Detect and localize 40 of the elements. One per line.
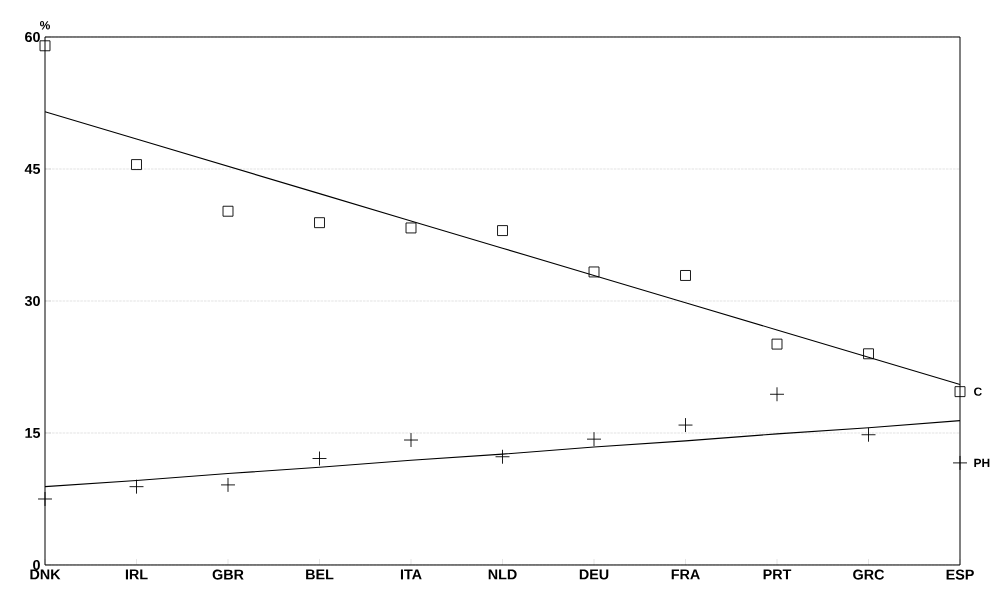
point [863, 348, 874, 360]
x-tick-label: GBR [212, 569, 244, 580]
point [37, 491, 53, 507]
point [586, 431, 602, 447]
x-tick-label: NLD [488, 569, 517, 580]
x-tick-label: DEU [579, 569, 609, 580]
series-label: PH [974, 458, 990, 468]
point [222, 205, 234, 217]
point [129, 479, 144, 495]
point [314, 217, 325, 229]
x-tick-label: IRL [125, 569, 148, 580]
point [771, 338, 783, 350]
x-tick-label: DNK [30, 569, 61, 580]
point [861, 427, 876, 443]
x-tick-label: FRA [671, 569, 700, 580]
point [588, 266, 600, 278]
x-tick-label: ESP [946, 569, 974, 580]
y-tick-label: 45 [24, 163, 41, 174]
point [131, 159, 142, 171]
point [678, 417, 693, 433]
point [769, 386, 785, 402]
point [405, 222, 417, 234]
point [954, 386, 966, 398]
x-tick-label: PRT [763, 569, 792, 580]
y-tick-label: 60 [25, 31, 40, 43]
point [220, 477, 236, 493]
series-label: C [974, 387, 982, 396]
point [680, 270, 691, 281]
point [497, 225, 508, 237]
x-tick-label: GRC [853, 569, 885, 580]
x-tick-label: BEL [306, 569, 334, 580]
point [495, 449, 510, 465]
y-tick-label: 15 [25, 427, 41, 438]
x-tick-label: ITA [400, 569, 422, 580]
y-tick-label: 30 [24, 295, 40, 307]
y-tick-label: 0 [33, 559, 40, 571]
point [952, 455, 968, 471]
y-axis-title: % [39, 21, 51, 30]
point [39, 40, 51, 52]
point [403, 432, 419, 448]
